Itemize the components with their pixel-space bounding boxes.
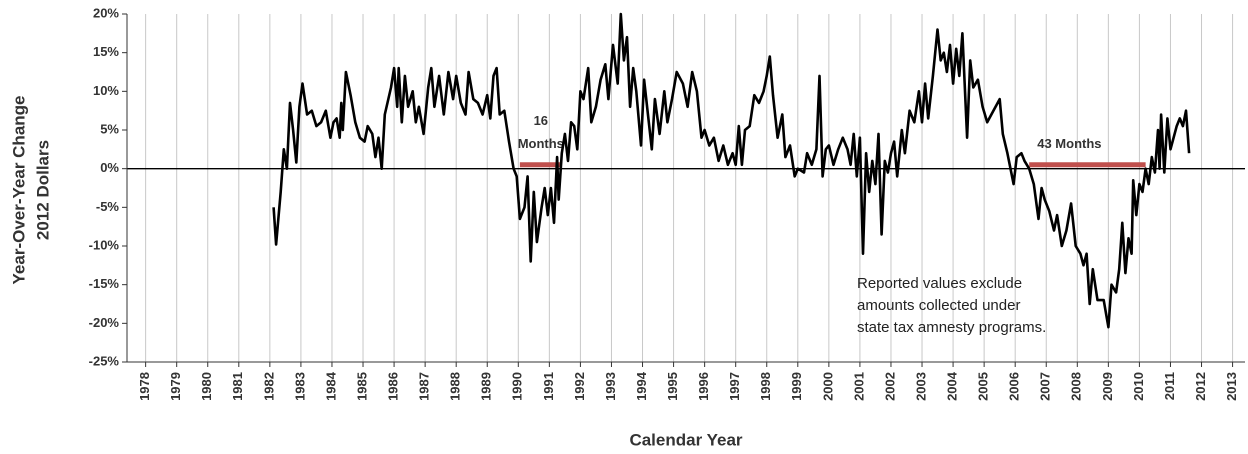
x-tick-label: 2003 — [913, 372, 928, 401]
y-tick-label: -5% — [96, 199, 120, 214]
x-tick-label: 1997 — [727, 372, 742, 401]
x-tick-label: 2006 — [1007, 372, 1022, 401]
x-tick-label: 2004 — [945, 371, 960, 401]
y-tick-label: 15% — [93, 44, 119, 59]
x-axis-title: Calendar Year — [629, 430, 742, 449]
x-tick-label: 1984 — [323, 371, 338, 401]
note: state tax amnesty programs. — [857, 319, 1046, 336]
y-tick-label: 5% — [100, 121, 119, 136]
y-tick-label: -20% — [89, 315, 120, 330]
y-tick-label: 10% — [93, 83, 119, 98]
note: Reported values exclude — [857, 275, 1022, 292]
period-label: 16 — [534, 113, 548, 128]
x-tick-label: 1981 — [230, 372, 245, 401]
x-tick-label: 2007 — [1038, 372, 1053, 401]
x-tick-label: 2009 — [1100, 372, 1115, 401]
x-tick-label: 1980 — [199, 372, 214, 401]
x-tick-label: 1989 — [479, 372, 494, 401]
x-tick-label: 1996 — [696, 372, 711, 401]
x-tick-label: 1992 — [572, 372, 587, 401]
x-tick-label: 2000 — [820, 372, 835, 401]
x-tick-label: 1985 — [354, 372, 369, 401]
x-tick-label: 1998 — [758, 372, 773, 401]
y-tick-label: 0% — [100, 160, 119, 175]
x-tick-label: 2013 — [1224, 372, 1239, 401]
period-label: 43 Months — [1037, 136, 1101, 151]
y-tick-label: -10% — [89, 237, 120, 252]
x-tick-label: 2001 — [851, 372, 866, 401]
note: amounts collected under — [857, 297, 1020, 314]
x-tick-label: 2011 — [1162, 372, 1177, 400]
x-tick-label: 2012 — [1193, 372, 1208, 401]
period-label: Months — [518, 136, 564, 151]
x-tick-label: 1983 — [292, 372, 307, 401]
x-tick-label: 2008 — [1069, 372, 1084, 401]
series-line — [272, 12, 1191, 329]
x-tick-label: 1986 — [386, 372, 401, 401]
y-axis-title: Year-Over-Year Change 2012 Dollars — [9, 96, 52, 285]
x-tick-label: 1987 — [417, 372, 432, 401]
x-tick-label: 1991 — [541, 372, 556, 401]
y-tick-label: -15% — [89, 276, 120, 291]
y-axis-title-line: Year-Over-Year Change — [9, 96, 28, 285]
x-tick-label: 1978 — [137, 372, 152, 401]
x-tick-label: 1993 — [603, 372, 618, 401]
x-tick-label: 1990 — [510, 372, 525, 401]
x-tick-label: 1988 — [448, 372, 463, 401]
x-tick-label: 2002 — [882, 372, 897, 401]
x-tick-label: 1995 — [665, 372, 680, 401]
x-tick-label: 1979 — [168, 372, 183, 401]
y-tick-label: -25% — [89, 353, 120, 368]
x-tick-label: 1994 — [634, 371, 649, 401]
y-axis-title-line: 2012 Dollars — [33, 140, 52, 240]
x-tick-label: 2010 — [1131, 372, 1146, 401]
y-tick-label: 20% — [93, 5, 119, 20]
x-tick-label: 1999 — [789, 372, 804, 401]
x-tick-label: 1982 — [261, 372, 276, 401]
x-tick-label: 2005 — [976, 372, 991, 401]
